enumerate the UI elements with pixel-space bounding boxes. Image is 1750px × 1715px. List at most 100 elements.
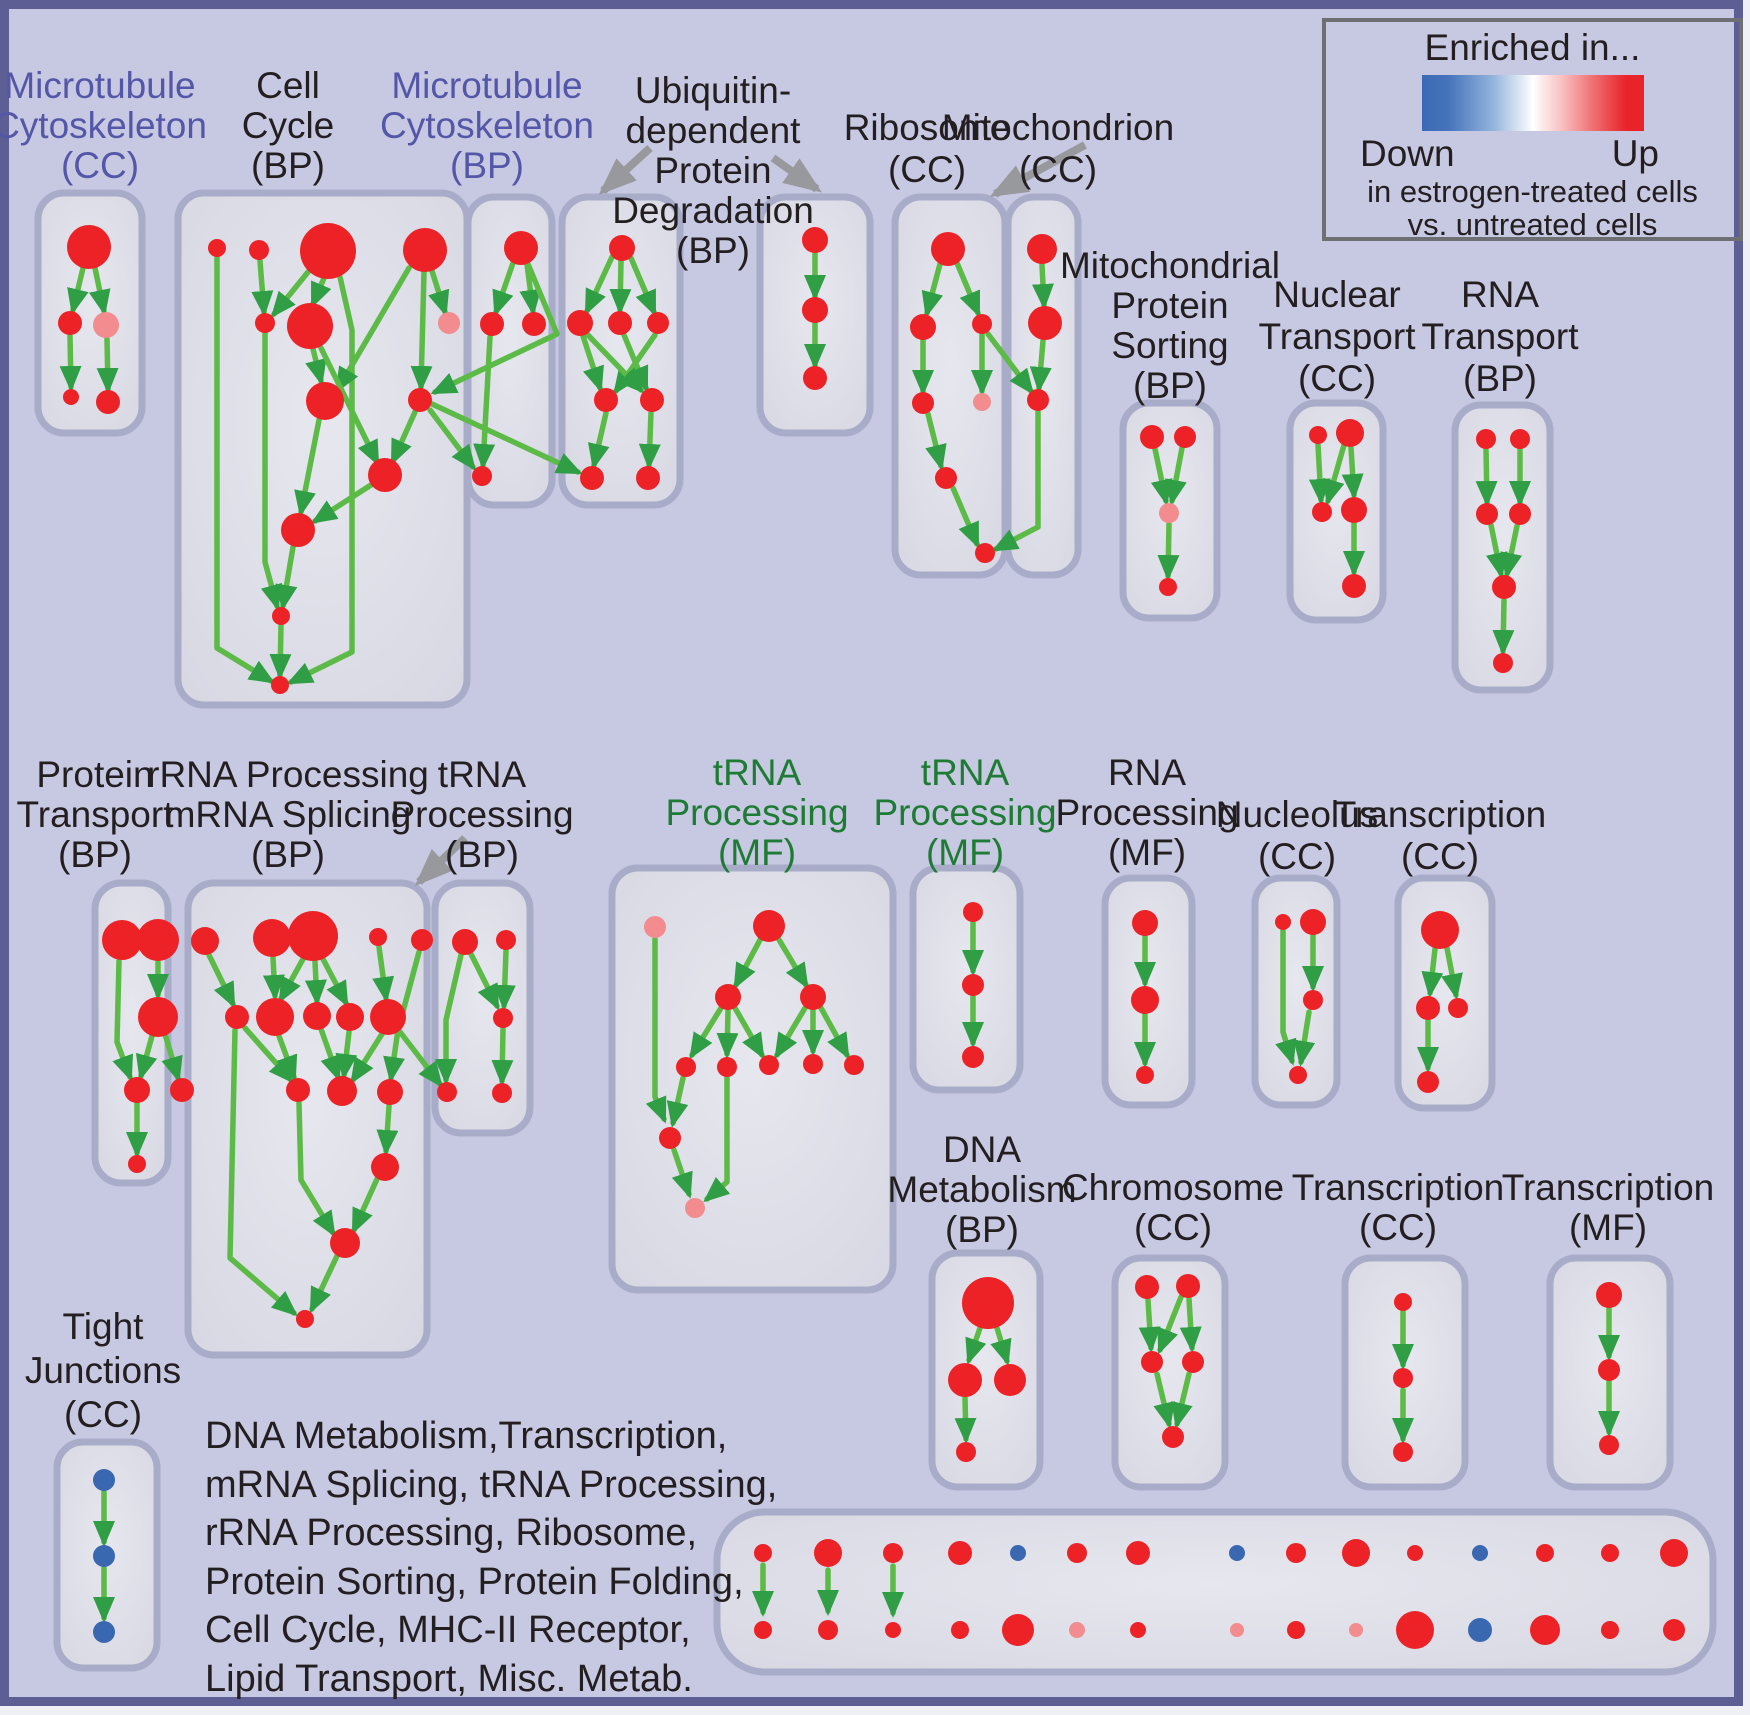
go-term-node-misc-top [883,1543,903,1563]
edge-trna-mf-1 [732,1005,765,1060]
go-term-node-ribosome [931,232,965,266]
go-term-node-transcription-mf [1598,1359,1620,1381]
go-term-node-misc-bottom [1069,1622,1085,1638]
go-term-node-transcription-cc-2 [1393,1368,1413,1388]
edge-chromosome [1138,1297,1161,1353]
go-term-node-misc-bottom [951,1621,969,1639]
go-term-node-misc-bottom [1396,1611,1434,1649]
go-term-node-misc-top [1010,1545,1026,1561]
edge-nuclear-transport [1341,445,1364,500]
edge-cell-cycle [310,482,374,524]
edge-cell-cycle [310,275,332,309]
go-term-node-misc-top [814,1539,842,1567]
go-term-node-ribosome [935,467,957,489]
cluster-box-chromosome [1111,1254,1229,1491]
edge-microtubule-cc [96,336,119,394]
go-term-node-ubiquitin-degradation-2 [803,366,827,390]
go-term-node-ribosome [973,393,991,411]
edge-rna-transport [1492,597,1515,656]
go-term-node-trna-mf-1 [800,984,826,1010]
go-term-node-ribosome [912,392,934,414]
go-term-node-ubiquitin-degradation-1 [636,466,660,490]
go-term-node-protein-transport [102,920,142,960]
edge-trna-mf-1 [775,935,809,990]
go-term-node-nuclear-transport [1312,502,1332,522]
go-term-node-dna-metabolism [948,1363,982,1397]
go-term-node-misc-top [1660,1539,1688,1567]
edge-microtubule-cc [59,333,82,392]
cluster-box-rrna-mrna [184,879,431,1359]
edge-cell-cycle [286,274,355,685]
go-term-node-trna-mf-2 [963,902,983,922]
edge-rrna-mrna [262,955,285,1001]
go-term-node-nuclear-transport [1336,419,1364,447]
cluster-box-rna-transport [1451,401,1554,694]
go-term-node-microtubule-cc [58,311,82,335]
edge-trna-mf-1 [645,936,667,1124]
cluster-label-nuclear-transport: Nuclear Transport (CC) [1259,274,1417,399]
go-term-node-misc-top [1067,1543,1087,1563]
edge-ubiquitin-degradation-1 [580,333,604,393]
go-term-node-rna-transport [1476,503,1498,525]
edge-trna-bp [493,948,516,1011]
edge-microtubule-cc [67,265,89,315]
edge-cell-cycle [270,269,311,318]
go-term-node-trna-mf-1 [803,1054,823,1074]
edge-nuclear-transport [1308,442,1331,505]
go-term-node-rrna-mrna [377,1079,403,1105]
go-term-node-misc-bottom [1130,1622,1146,1638]
edge-rrna-mrna [309,1253,340,1314]
edge-cell-cycle [318,345,380,467]
edge-rrna-mrna [376,1103,399,1156]
go-term-node-misc-top [1536,1544,1554,1562]
edge-nucleolus [1293,1009,1316,1067]
go-term-node-dna-metabolism [956,1442,976,1462]
go-term-node-tight-junctions [93,1545,115,1567]
edge-trna-bp [435,952,464,1085]
go-term-node-rrna-mrna [170,1078,194,1102]
edge-cross-cluster [991,409,1041,552]
go-term-node-cell-cycle [271,676,289,694]
cluster-label-tight-junctions: Tight Junctions (CC) [25,1306,181,1435]
go-term-node-rrna-mrna [369,928,387,946]
edge-ribosome [921,261,944,318]
go-term-node-trna-bp [496,930,516,950]
edge-rrna-mrna [296,1100,336,1238]
edge-mito-protein-sorting [1165,445,1187,506]
legend-endpoint-labels: Down Up [1326,131,1739,175]
go-term-node-chromosome [1182,1351,1204,1373]
cluster-label-rna-processing-mf: RNA Processing (MF) [1055,752,1238,873]
go-term-node-trna-mf-1 [753,910,785,942]
edge-rrna-mrna [304,959,327,1006]
go-term-node-misc-top [1229,1545,1245,1561]
go-term-node-microtubule-cc [67,225,111,269]
edge-rrna-mrna [350,1031,385,1085]
cluster-label-rna-transport: RNA Transport (BP) [1422,274,1580,399]
go-term-node-rna-processing-mf [1132,910,1158,936]
go-term-node-ubiquitin-degradation-1 [640,388,664,412]
go-term-node-microtubule-bp [504,231,538,265]
go-term-node-cell-cycle [249,240,269,260]
edge-cell-cycle [410,269,433,392]
go-term-node-ribosome [975,543,995,563]
go-term-node-ubiquitin-degradation-2 [802,297,828,323]
go-term-node-mito-protein-sorting [1140,425,1164,449]
go-term-node-trna-mf-1 [844,1055,864,1075]
edge-ribosome [925,411,947,471]
edge-trna-bp [468,951,500,1011]
go-term-node-misc-bottom [885,1622,901,1638]
cluster-label-trna-mf-2: tRNA Processing (MF) [873,752,1056,873]
cluster-label-trna-bp: tRNA Processing (BP) [390,754,573,875]
go-term-node-transcription-mf [1599,1435,1619,1455]
callout-arrow-mitochondrion-to-box [989,141,1087,198]
edge-cross-cluster [430,261,560,395]
go-term-node-rna-transport [1476,429,1496,449]
edge-trna-mf-1 [733,935,764,990]
go-term-node-rna-transport [1493,653,1513,673]
legend-gradient-bar [1421,75,1644,131]
go-term-node-mito-protein-sorting [1159,503,1179,523]
go-term-node-cell-cycle [306,382,344,420]
go-term-node-misc-top [754,1544,772,1562]
go-term-node-rna-transport [1492,575,1516,599]
